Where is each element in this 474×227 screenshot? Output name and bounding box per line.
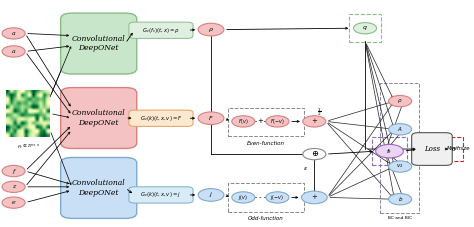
Circle shape: [354, 22, 377, 34]
Text: $j$: $j$: [209, 190, 213, 200]
Text: $q$: $q$: [362, 24, 368, 32]
Circle shape: [301, 191, 327, 204]
Text: $F$: $F$: [208, 114, 214, 122]
Text: Even-function: Even-function: [246, 141, 285, 146]
Circle shape: [198, 112, 224, 125]
FancyBboxPatch shape: [61, 88, 137, 148]
Text: +: +: [311, 193, 317, 201]
Circle shape: [266, 116, 289, 127]
Circle shape: [198, 189, 224, 201]
Text: a: a: [12, 31, 16, 36]
Text: $G_\varepsilon(k)(t,x,v) = F$: $G_\varepsilon(k)(t,x,v) = F$: [140, 114, 182, 123]
Circle shape: [303, 148, 326, 160]
Circle shape: [2, 165, 25, 177]
FancyBboxPatch shape: [129, 110, 193, 126]
Circle shape: [389, 124, 411, 135]
Text: $\rho$: $\rho$: [208, 26, 214, 34]
Circle shape: [2, 46, 25, 57]
Text: e: e: [12, 200, 16, 205]
Circle shape: [232, 192, 255, 203]
Text: $F(v)$: $F(v)$: [238, 117, 249, 126]
Circle shape: [2, 28, 25, 39]
Text: z: z: [12, 184, 15, 189]
FancyBboxPatch shape: [129, 22, 193, 38]
Text: Minimize: Minimize: [447, 146, 470, 151]
FancyBboxPatch shape: [61, 13, 137, 74]
Text: -: -: [259, 195, 261, 200]
Text: $f_\theta$: $f_\theta$: [386, 147, 392, 156]
Text: Loss: Loss: [424, 145, 440, 153]
Circle shape: [232, 116, 255, 127]
Circle shape: [198, 23, 224, 36]
Text: $G_\varepsilon(k)(t,x,v) = j$: $G_\varepsilon(k)(t,x,v) = j$: [140, 190, 182, 200]
FancyBboxPatch shape: [129, 187, 193, 203]
Text: f: f: [12, 168, 15, 173]
Circle shape: [2, 181, 25, 192]
Text: $\varepsilon$: $\varepsilon$: [302, 165, 308, 172]
Circle shape: [389, 95, 411, 107]
Text: ⊕: ⊕: [311, 150, 318, 158]
Text: $F(-v)$: $F(-v)$: [270, 117, 285, 126]
Text: $j(-v)$: $j(-v)$: [270, 193, 284, 202]
Text: $\rho_\varepsilon \in \mathbb{R}^{n \times n}$: $\rho_\varepsilon \in \mathbb{R}^{n \tim…: [17, 143, 39, 151]
Circle shape: [389, 161, 411, 172]
Text: $\frac{1}{2}$: $\frac{1}{2}$: [317, 106, 322, 118]
Text: $\theta^*$: $\theta^*$: [451, 144, 460, 154]
FancyBboxPatch shape: [411, 133, 452, 165]
Text: Convolutional
DeepONet: Convolutional DeepONet: [72, 109, 126, 127]
Text: BC and BIC: BC and BIC: [388, 216, 412, 220]
Text: $b$: $b$: [398, 195, 403, 203]
Circle shape: [376, 144, 403, 158]
FancyBboxPatch shape: [61, 158, 137, 218]
Text: +: +: [311, 117, 317, 125]
Text: $j(v)$: $j(v)$: [238, 193, 248, 202]
Text: +: +: [257, 118, 263, 124]
Text: $\rho$: $\rho$: [397, 97, 403, 105]
Circle shape: [2, 197, 25, 208]
Text: Convolutional
DeepONet: Convolutional DeepONet: [72, 35, 126, 52]
Text: Convolutional
DeepONet: Convolutional DeepONet: [72, 179, 126, 197]
Text: Odd-function: Odd-function: [248, 216, 283, 221]
Circle shape: [389, 194, 411, 205]
Text: a: a: [12, 49, 16, 54]
Text: $A$: $A$: [397, 125, 403, 133]
Circle shape: [303, 116, 326, 127]
Circle shape: [266, 192, 289, 203]
Text: $G_\varepsilon(f_\varepsilon)(t,x) = \rho$: $G_\varepsilon(f_\varepsilon)(t,x) = \rh…: [142, 26, 180, 35]
Text: $v_2$: $v_2$: [396, 163, 404, 170]
